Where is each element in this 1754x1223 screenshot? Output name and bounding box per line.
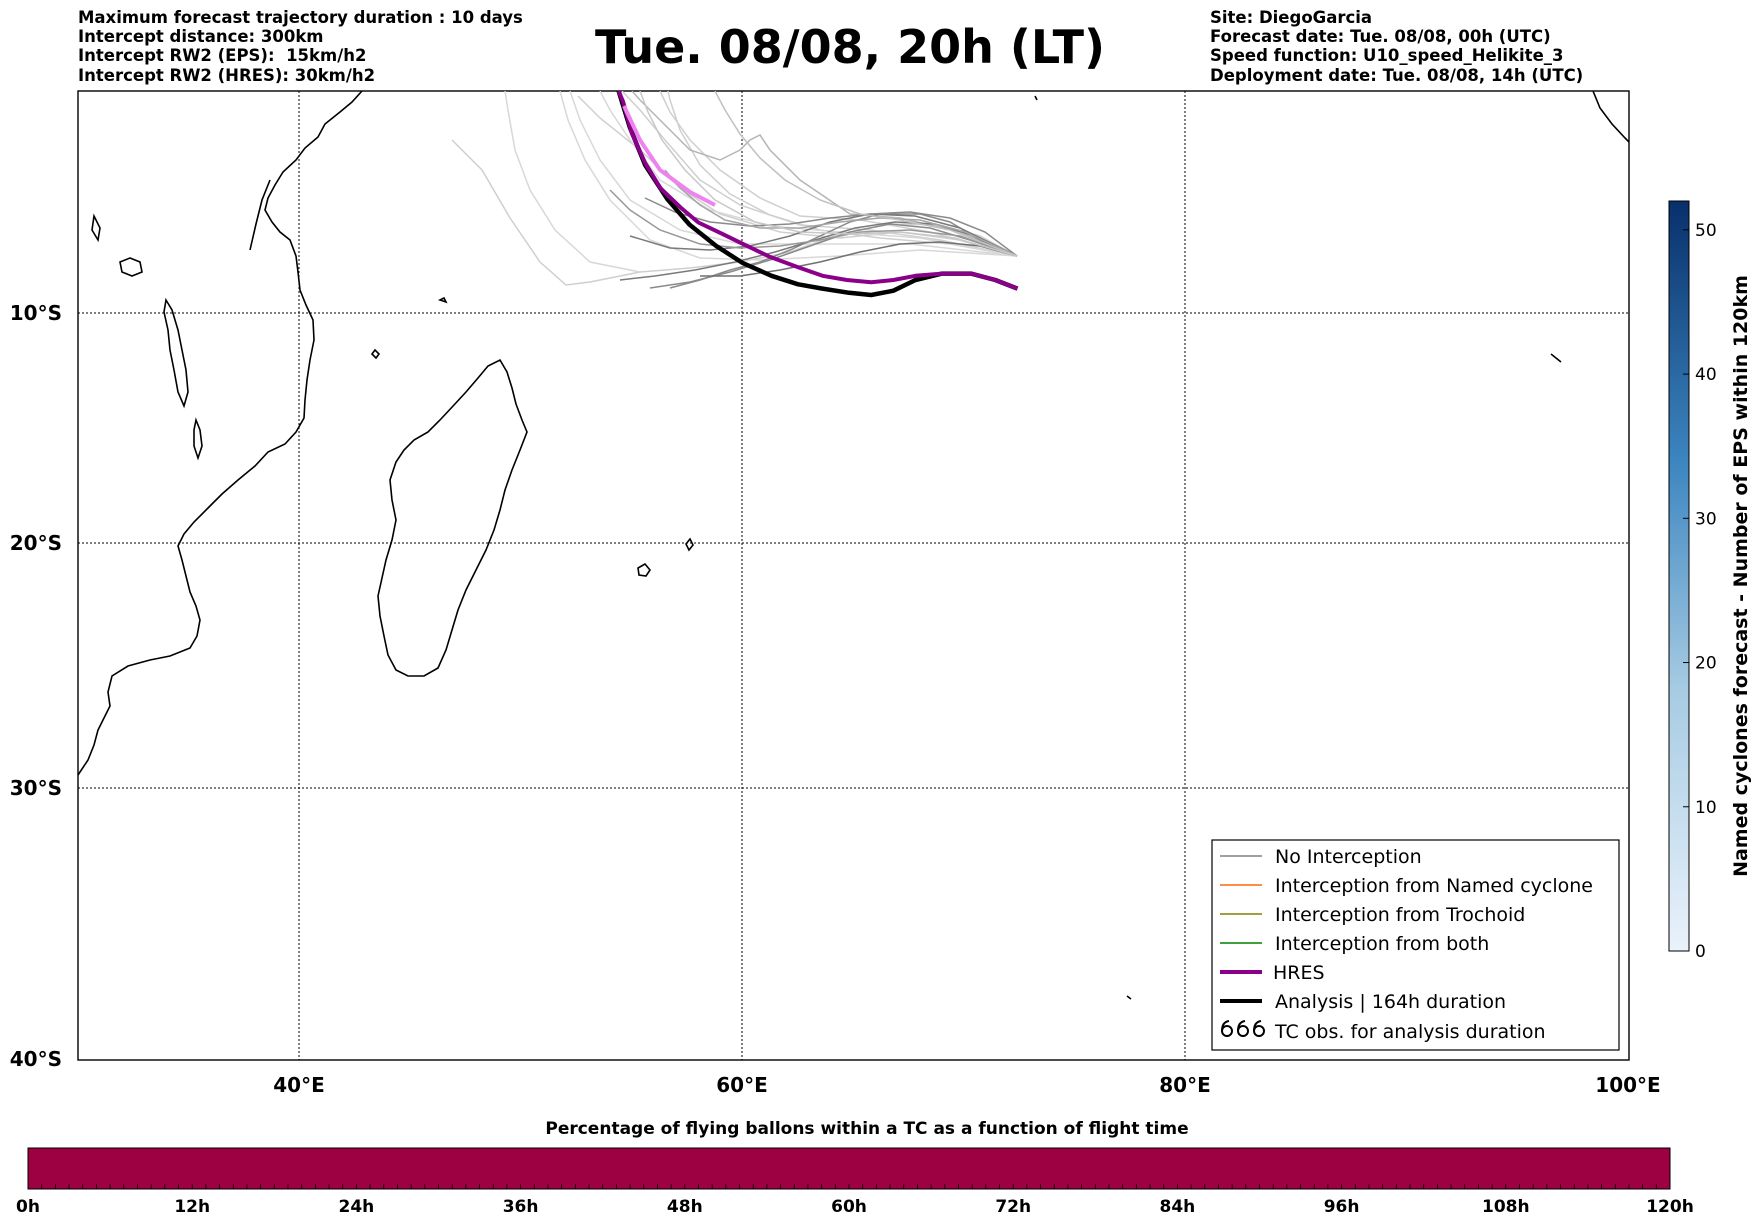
header-line: Site: DiegoGarcia [1210, 8, 1373, 27]
bottom-colorbar-minor-ticks [41, 1184, 1657, 1189]
arabia-somali-coast [249, 179, 271, 251]
eps-trajectory [629, 213, 1018, 257]
header-line: Intercept RW2 (EPS): 15km/h2 [78, 46, 367, 66]
comoros-island [370, 348, 381, 360]
lat-label-30s: 30°S [10, 776, 62, 800]
eps-trajectory [669, 213, 1018, 289]
eps-trajectory [700, 241, 1018, 277]
lake-malawi [193, 417, 203, 461]
lon-label-80e: 80°E [1159, 1073, 1211, 1097]
eps-trajectory [664, 169, 1018, 257]
bottom-colorbar-fill [27, 1147, 1671, 1190]
lon-label-60e: 60°E [716, 1073, 768, 1097]
colorbar-label: Named cyclones forecast - Number of EPS … [1730, 275, 1752, 877]
bottom-colorbar-title: Percentage of flying ballons within a TC… [545, 1119, 1188, 1139]
legend-label: Interception from both [1275, 933, 1489, 955]
colorbar-tick-label: 0 [1695, 942, 1706, 962]
cyclone-symbols-icon [1221, 1020, 1265, 1037]
lake-turkana [91, 213, 101, 243]
legend: No Interception Interception from Named … [1211, 839, 1620, 1051]
bottom-tick-label: 0h [16, 1197, 40, 1217]
eps-trajectory [644, 197, 1018, 257]
bottom-tick-label: 24h [339, 1197, 375, 1217]
lat-label-10s: 10°S [10, 301, 62, 325]
colorbar-tick-label: 40 [1695, 365, 1717, 385]
sumatra-coast [1592, 91, 1629, 143]
colorbar-tick-label: 10 [1695, 798, 1717, 818]
legend-label: Interception from Named cyclone [1275, 875, 1593, 897]
header-left-info: Maximum forecast trajectory duration : 1… [78, 8, 523, 85]
coastlines [78, 91, 1629, 1000]
map-frame [77, 90, 1630, 1061]
eps-trajectory [631, 91, 1018, 257]
header-line: Deployment date: Tue. 08/08, 14h (UTC) [1210, 65, 1584, 85]
bottom-tick-label: 12h [174, 1197, 210, 1217]
legend-label: No Interception [1275, 846, 1422, 868]
amsterdam-island [1126, 995, 1132, 1000]
header-line: Forecast date: Tue. 08/08, 00h (UTC) [1210, 27, 1551, 47]
flight-time-colorbar: Percentage of flying ballons within a TC… [16, 1119, 1694, 1217]
header-line: Speed function: U10_speed_Helikite_3 [1210, 46, 1564, 66]
eps-trajectory [639, 91, 1018, 257]
bottom-tick-label: 96h [1324, 1197, 1360, 1217]
eps-trajectory [569, 91, 1018, 257]
seychelles-island [437, 296, 448, 304]
header-right-info: Site: DiegoGarcia Forecast date: Tue. 08… [1210, 8, 1583, 85]
axis-labels: 10°S 20°S 30°S 40°S 40°E 60°E 80°E 100°E [10, 301, 1661, 1097]
bottom-tick-label: 84h [1160, 1197, 1196, 1217]
colorbar-tick-label: 50 [1695, 221, 1717, 241]
bottom-tick-label: 48h [667, 1197, 703, 1217]
lon-label-40e: 40°E [273, 1073, 325, 1097]
bottom-tick-label: 120h [1646, 1197, 1694, 1217]
legend-label: TC obs. for analysis duration [1274, 1021, 1546, 1043]
legend-box [1211, 839, 1620, 1051]
cyclone-colorbar: 0 10 20 30 40 50 Named cyclones forecast - Nu… [1668, 200, 1752, 962]
bottom-tick-label: 60h [831, 1197, 867, 1217]
eps-trajectory [667, 91, 1018, 257]
lat-label-20s: 20°S [10, 531, 62, 555]
eps-trajectory [451, 139, 1018, 286]
bottom-tick-label: 36h [503, 1197, 539, 1217]
gridlines [78, 91, 1629, 1060]
eps-trajectories [451, 91, 1018, 289]
eps-trajectory [504, 91, 641, 273]
lake-tanganyika [163, 297, 189, 409]
legend-label: Analysis | 164h duration [1275, 991, 1506, 1013]
maldives-island [1034, 95, 1038, 101]
page-title: Tue. 08/08, 20h (LT) [595, 20, 1105, 74]
lon-label-100e: 100°E [1595, 1073, 1660, 1097]
africa-coastline [78, 91, 363, 777]
bottom-colorbar-ticks: 0h 12h 24h 36h 48h 60h 72h 84h 96h 108h 120h [16, 1197, 1694, 1217]
eps-trajectory [621, 91, 1018, 257]
eps-trajectory [649, 223, 1018, 289]
lake-victoria [119, 257, 143, 277]
legend-label: HRES [1273, 962, 1325, 984]
header-line: Intercept distance: 300km [78, 27, 324, 47]
colorbar-ticks: 0 10 20 30 40 50 [1683, 221, 1717, 962]
eps-trajectory [714, 91, 1018, 257]
legend-label: Interception from Trochoid [1275, 904, 1525, 926]
lat-label-40s: 40°S [10, 1047, 62, 1071]
header-line: Intercept RW2 (HRES): 30km/h2 [78, 65, 376, 85]
reunion-island [637, 562, 651, 577]
hres-trajectory [616, 91, 1019, 291]
mauritius-island [685, 537, 694, 552]
bottom-tick-label: 72h [995, 1197, 1031, 1217]
far-east-island [1550, 353, 1562, 363]
madagascar-coastline [377, 358, 528, 677]
eps-trajectory [609, 189, 1018, 257]
eps-trajectory [599, 91, 1018, 257]
colorbar-tick-label: 30 [1695, 509, 1717, 529]
colorbar-gradient [1668, 200, 1690, 952]
main-trajectories [616, 91, 1019, 298]
hres-trajectory-highlight [622, 105, 716, 207]
colorbar-tick-label: 20 [1695, 654, 1717, 674]
bottom-tick-label: 108h [1482, 1197, 1530, 1217]
header-line: Maximum forecast trajectory duration : 1… [78, 8, 523, 27]
